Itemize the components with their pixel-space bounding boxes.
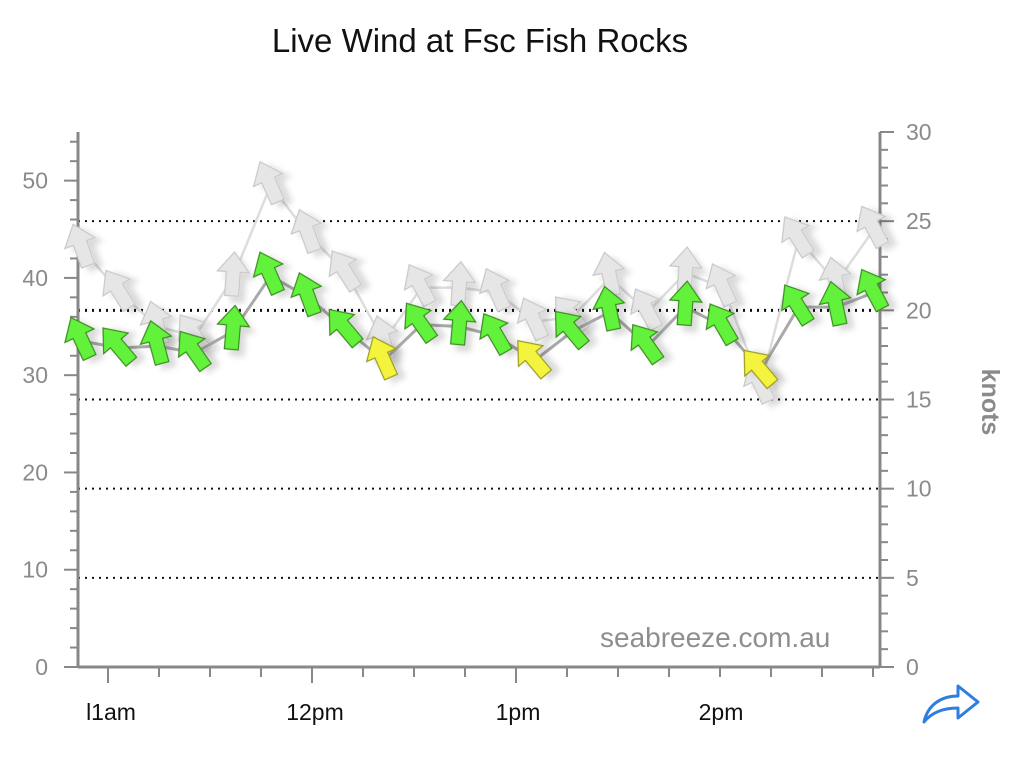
chart-title: Live Wind at Fsc Fish Rocks bbox=[271, 22, 689, 59]
gust-arrow bbox=[216, 251, 251, 297]
right-tick-label: 0 bbox=[906, 654, 919, 680]
watermark: seabreeze.com.au bbox=[600, 622, 831, 653]
right-tick-label: 20 bbox=[906, 297, 932, 323]
wind-line-layer bbox=[81, 273, 875, 373]
gust-line-layer bbox=[81, 183, 876, 389]
share-button[interactable] bbox=[918, 678, 982, 728]
x-tick-label: 12pm bbox=[286, 699, 344, 725]
wind-arrow bbox=[365, 335, 399, 381]
gust-arrow bbox=[442, 260, 477, 307]
gust-arrow bbox=[63, 223, 97, 269]
wind-arrow bbox=[517, 339, 553, 380]
wind-arrow bbox=[592, 285, 626, 332]
wind-arrow bbox=[102, 327, 138, 368]
gust-arrow bbox=[781, 216, 815, 259]
left-tick-label: 0 bbox=[35, 654, 48, 680]
wind-arrow bbox=[818, 280, 853, 327]
wind-arrow bbox=[177, 330, 213, 373]
axis-layer: 0 10 20 30 40 50 0 5 10 15 20 25 30 knots l1am 12pm 1pm 2… bbox=[22, 119, 1004, 725]
left-tick-label: 20 bbox=[22, 459, 48, 485]
gust-arrow-layer bbox=[63, 160, 890, 405]
right-tick-label: 30 bbox=[906, 119, 932, 145]
x-tick-label: l1am bbox=[86, 699, 136, 725]
wind-arrow bbox=[252, 251, 286, 297]
wind-arrow-layer bbox=[64, 251, 890, 390]
x-tick-label: 1pm bbox=[496, 699, 541, 725]
gust-arrow bbox=[856, 205, 890, 250]
right-tick-label: 25 bbox=[906, 208, 932, 234]
wind-arrow bbox=[139, 319, 173, 366]
wind-arrow bbox=[743, 349, 779, 390]
left-tick-label: 50 bbox=[22, 168, 48, 194]
wind-arrow bbox=[216, 304, 251, 351]
wind-arrow bbox=[328, 308, 364, 349]
wind-line bbox=[81, 273, 875, 373]
right-tick-label: 15 bbox=[906, 387, 932, 413]
gust-arrow bbox=[516, 297, 550, 342]
wind-arrow bbox=[64, 316, 97, 362]
gust-arrow bbox=[478, 267, 512, 313]
right-axis-title: knots bbox=[976, 369, 1004, 436]
gust-arrow bbox=[290, 208, 323, 255]
wind-arrow bbox=[856, 268, 890, 313]
x-tick-label: 2pm bbox=[699, 699, 744, 725]
gust-arrow bbox=[629, 288, 664, 332]
wind-arrow bbox=[404, 302, 439, 345]
gust-arrow bbox=[328, 250, 363, 293]
wind-arrow bbox=[705, 303, 740, 347]
wind-arrow bbox=[781, 284, 815, 327]
wind-arrow bbox=[668, 280, 704, 327]
left-tick-label: 40 bbox=[22, 265, 48, 291]
gust-arrow bbox=[403, 263, 437, 308]
wind-arrow bbox=[442, 299, 477, 346]
wind-arrow bbox=[290, 272, 323, 318]
share-arrow-icon bbox=[922, 684, 980, 724]
gust-arrow bbox=[705, 263, 738, 308]
wind-arrow bbox=[630, 323, 665, 366]
gust-arrow bbox=[102, 269, 137, 313]
gust-arrow bbox=[252, 160, 286, 206]
wind-arrow bbox=[479, 312, 513, 357]
right-tick-label: 5 bbox=[906, 565, 919, 591]
left-tick-label: 10 bbox=[22, 557, 48, 583]
gust-line bbox=[81, 183, 876, 389]
right-tick-label: 10 bbox=[906, 476, 932, 502]
wind-arrow bbox=[554, 310, 591, 351]
left-tick-label: 30 bbox=[22, 362, 48, 388]
